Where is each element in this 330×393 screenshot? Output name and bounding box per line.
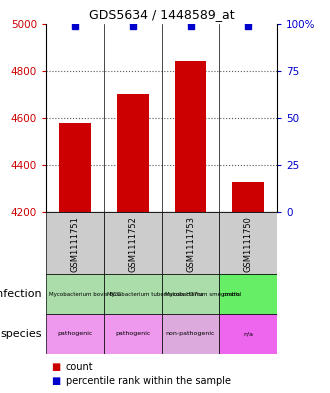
Bar xyxy=(232,182,264,212)
Bar xyxy=(219,314,277,354)
Bar xyxy=(219,274,277,314)
Text: count: count xyxy=(66,362,94,373)
Text: pathogenic: pathogenic xyxy=(115,331,150,336)
Bar xyxy=(46,314,104,354)
Text: GSM1111752: GSM1111752 xyxy=(128,216,137,272)
Text: non-pathogenic: non-pathogenic xyxy=(166,331,215,336)
Bar xyxy=(175,61,207,212)
Text: infection: infection xyxy=(0,289,42,299)
Bar xyxy=(104,274,162,314)
Bar xyxy=(46,212,104,274)
Text: percentile rank within the sample: percentile rank within the sample xyxy=(66,376,231,386)
Text: Mycobacterium tuberculosis H37ra: Mycobacterium tuberculosis H37ra xyxy=(107,292,203,297)
Text: GSM1111753: GSM1111753 xyxy=(186,216,195,272)
Text: GSM1111751: GSM1111751 xyxy=(71,216,80,272)
Bar xyxy=(117,94,149,212)
Text: Mycobacterium smegmatis: Mycobacterium smegmatis xyxy=(165,292,240,297)
Bar xyxy=(162,274,219,314)
Text: species: species xyxy=(0,329,42,339)
Bar xyxy=(162,212,219,274)
Text: ■: ■ xyxy=(51,362,61,373)
Text: pathogenic: pathogenic xyxy=(57,331,93,336)
Title: GDS5634 / 1448589_at: GDS5634 / 1448589_at xyxy=(89,8,235,21)
Bar xyxy=(59,123,91,212)
Text: ■: ■ xyxy=(51,376,61,386)
Bar xyxy=(162,314,219,354)
Bar xyxy=(46,274,104,314)
Text: GSM1111750: GSM1111750 xyxy=(244,216,253,272)
Bar xyxy=(104,212,162,274)
Bar xyxy=(219,212,277,274)
Bar xyxy=(104,314,162,354)
Text: Mycobacterium bovis BCG: Mycobacterium bovis BCG xyxy=(49,292,121,297)
Text: n/a: n/a xyxy=(243,331,253,336)
Text: control: control xyxy=(222,292,241,297)
